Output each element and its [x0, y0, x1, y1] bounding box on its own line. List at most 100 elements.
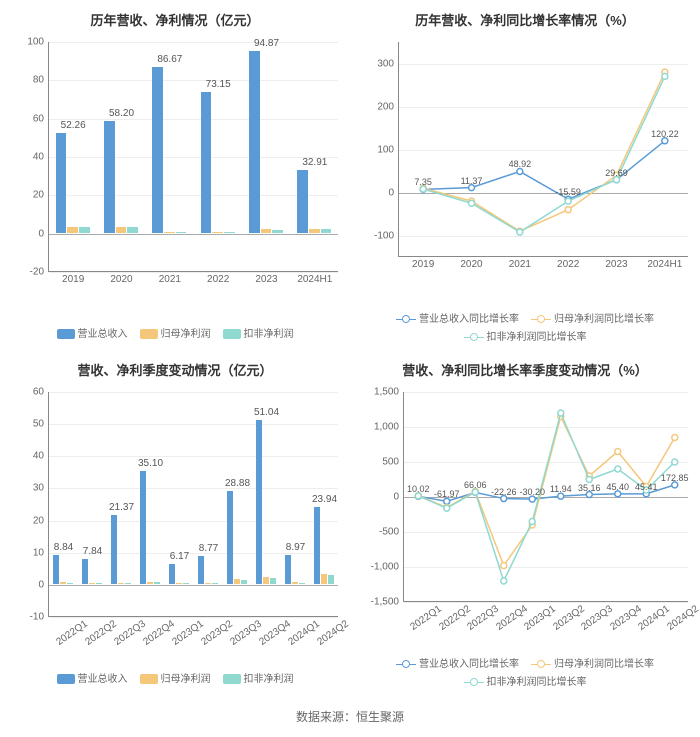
point-value-label: 66.06: [464, 480, 487, 490]
bar: [183, 583, 189, 584]
point-value-label: 29.69: [605, 168, 628, 178]
bar-value-label: 52.26: [61, 120, 86, 131]
bar: [67, 583, 73, 584]
bar: [152, 67, 163, 233]
point-value-label: 120.22: [651, 129, 679, 139]
bar-value-label: 7.84: [83, 546, 102, 557]
bar: [321, 574, 327, 584]
legend-item: 扣非净利润同比增长率: [464, 329, 587, 347]
bar: [198, 556, 204, 584]
legend: 营业总收入同比增长率归母净利润同比增长率扣非净利润同比增长率: [358, 656, 692, 692]
bar: [212, 232, 223, 233]
bar-value-label: 8.77: [199, 543, 218, 554]
data-source-footer: 数据来源：恒生聚源: [0, 700, 700, 737]
bar: [309, 229, 320, 233]
bar: [299, 583, 305, 584]
bar: [176, 232, 187, 233]
bar: [118, 583, 124, 584]
bar: [147, 582, 153, 584]
bar: [227, 491, 233, 584]
legend-item: 归母净利润: [140, 671, 211, 689]
legend-item: 营业总收入同比增长率: [396, 656, 519, 674]
legend: 营业总收入同比增长率归母净利润同比增长率扣非净利润同比增长率: [358, 311, 692, 347]
panel-bottom-right: 营收、净利同比增长率季度变动情况（%）-1,500-1,000-50005001…: [350, 350, 700, 700]
point-value-label: 45.41: [635, 482, 658, 492]
bar-value-label: 28.88: [225, 478, 250, 489]
bar: [104, 121, 115, 233]
chart-title: 历年营收、净利情况（亿元）: [8, 10, 342, 29]
bar: [241, 580, 247, 584]
bar: [261, 229, 272, 233]
bar-value-label: 58.20: [109, 108, 134, 119]
point-value-label: 35.16: [578, 483, 601, 493]
point-value-label: 10.02: [407, 484, 430, 494]
bar: [60, 582, 66, 584]
bar: [212, 583, 218, 584]
chart-title: 营收、净利季度变动情况（亿元）: [8, 360, 342, 379]
chart-title: 历年营收、净利同比增长率情况（%）: [358, 10, 692, 29]
bar: [297, 170, 308, 233]
point-value-label: 45.40: [606, 482, 629, 492]
chart-grid: 历年营收、净利情况（亿元）-2002040608010052.26201958.…: [0, 0, 700, 700]
bar: [270, 578, 276, 584]
point-value-label: 11.94: [550, 484, 572, 494]
point-value-label: 48.92: [509, 159, 532, 169]
bar-value-label: 23.94: [312, 494, 337, 505]
point-value-label: -30.20: [519, 487, 545, 497]
point-value-label: 172.85: [661, 473, 689, 483]
bar-value-label: 86.67: [157, 54, 182, 65]
bar: [89, 583, 95, 584]
bar: [53, 555, 59, 583]
panel-top-left: 历年营收、净利情况（亿元）-2002040608010052.26201958.…: [0, 0, 350, 350]
bar: [272, 230, 283, 233]
bar: [249, 51, 260, 233]
bar: [79, 227, 90, 233]
legend-item: 扣非净利润同比增长率: [464, 674, 587, 692]
bar: [82, 559, 88, 584]
point-value-label: 7.35: [414, 177, 432, 187]
bar: [127, 227, 138, 233]
bar: [201, 92, 212, 232]
bar-value-label: 32.91: [302, 157, 327, 168]
chart-title: 营收、净利同比增长率季度变动情况（%）: [358, 360, 692, 379]
point-value-label: -61.97: [434, 489, 460, 499]
point-value-label: 11.37: [461, 176, 483, 186]
bar: [285, 555, 291, 584]
bar: [125, 583, 131, 584]
bar-value-label: 35.10: [138, 458, 163, 469]
bar: [116, 227, 127, 233]
bar: [164, 232, 175, 233]
bar-value-label: 8.84: [54, 542, 73, 553]
bar: [314, 507, 320, 584]
bar: [256, 420, 262, 584]
legend-item: 扣非净利润: [223, 671, 294, 689]
bar-value-label: 8.97: [286, 542, 305, 553]
legend-item: 归母净利润: [140, 326, 211, 344]
panel-top-right: 历年营收、净利同比增长率情况（%）-10001002003007.3520191…: [350, 0, 700, 350]
bar: [56, 133, 67, 233]
bar: [205, 583, 211, 584]
bar: [292, 582, 298, 584]
bar-value-label: 51.04: [254, 407, 279, 418]
bar: [234, 579, 240, 584]
bar: [224, 232, 235, 233]
bar: [321, 229, 332, 232]
legend: 营业总收入归母净利润扣非净利润: [8, 671, 342, 689]
bar: [96, 583, 102, 584]
legend-item: 归母净利润同比增长率: [531, 656, 654, 674]
legend: 营业总收入归母净利润扣非净利润: [8, 326, 342, 344]
bar: [140, 471, 146, 584]
bar: [169, 564, 175, 584]
bar: [154, 582, 160, 584]
bar-value-label: 73.15: [206, 79, 231, 90]
bar: [176, 583, 182, 584]
point-value-label: -22.26: [491, 487, 517, 497]
bar: [67, 227, 78, 233]
bar: [328, 575, 334, 584]
bar-value-label: 94.87: [254, 38, 279, 49]
bar-value-label: 21.37: [109, 502, 134, 513]
legend-item: 扣非净利润: [223, 326, 294, 344]
bar-value-label: 6.17: [170, 551, 189, 562]
bar: [111, 515, 117, 584]
legend-item: 归母净利润同比增长率: [531, 311, 654, 329]
